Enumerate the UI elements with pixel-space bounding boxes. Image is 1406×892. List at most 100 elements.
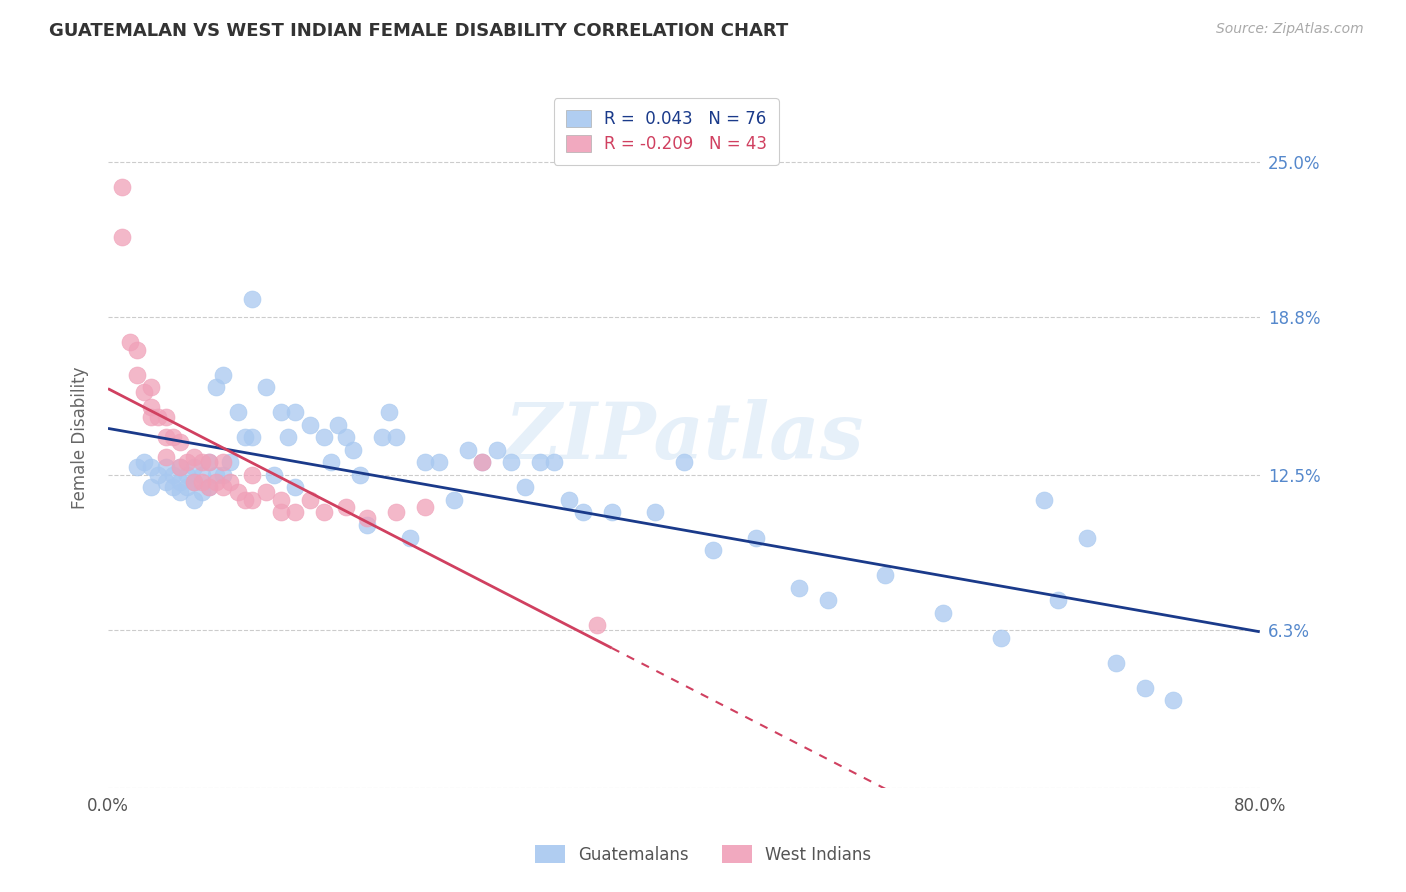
Point [1076, 531, 1098, 545]
Point [443, 492, 465, 507]
Point [342, 442, 364, 457]
Point [1163, 693, 1185, 707]
Point [312, 506, 335, 520]
Point [263, 467, 285, 482]
Point [148, 467, 170, 482]
Point [183, 492, 205, 507]
Point [270, 405, 292, 419]
Point [125, 460, 148, 475]
Point [205, 380, 228, 394]
Point [298, 492, 321, 507]
Point [169, 460, 191, 475]
Point [169, 485, 191, 500]
Point [457, 442, 479, 457]
Point [572, 506, 595, 520]
Point [312, 430, 335, 444]
Point [190, 475, 212, 490]
Point [155, 430, 177, 444]
Point [141, 401, 163, 415]
Point [1133, 681, 1156, 695]
Point [141, 380, 163, 394]
Point [183, 460, 205, 475]
Point [132, 455, 155, 469]
Point [212, 455, 235, 469]
Point [197, 480, 219, 494]
Point [385, 430, 408, 444]
Point [197, 455, 219, 469]
Point [240, 467, 263, 482]
Point [183, 475, 205, 490]
Point [471, 455, 494, 469]
Point [501, 455, 523, 469]
Point [745, 531, 768, 545]
Point [155, 450, 177, 465]
Point [141, 480, 163, 494]
Point [233, 430, 256, 444]
Legend: Guatemalans, West Indians: Guatemalans, West Indians [529, 838, 877, 871]
Point [385, 506, 408, 520]
Point [254, 380, 277, 394]
Point [219, 455, 242, 469]
Point [321, 455, 343, 469]
Point [270, 506, 292, 520]
Point [197, 480, 219, 494]
Point [183, 450, 205, 465]
Point [190, 467, 212, 482]
Legend: R =  0.043   N = 76, R = -0.209   N = 43: R = 0.043 N = 76, R = -0.209 N = 43 [554, 98, 779, 164]
Point [162, 430, 184, 444]
Point [270, 492, 292, 507]
Point [356, 518, 378, 533]
Point [141, 460, 163, 475]
Point [111, 229, 134, 244]
Point [543, 455, 565, 469]
Point [176, 455, 198, 469]
Point [787, 581, 810, 595]
Point [600, 506, 623, 520]
Point [125, 343, 148, 357]
Point [284, 480, 307, 494]
Point [148, 410, 170, 425]
Point [132, 385, 155, 400]
Point [335, 500, 357, 515]
Point [284, 506, 307, 520]
Point [413, 500, 436, 515]
Point [226, 405, 249, 419]
Point [212, 480, 235, 494]
Point [212, 467, 235, 482]
Point [1105, 656, 1128, 670]
Point [233, 492, 256, 507]
Point [932, 606, 955, 620]
Point [162, 480, 184, 494]
Point [557, 492, 579, 507]
Point [515, 480, 537, 494]
Text: GUATEMALAN VS WEST INDIAN FEMALE DISABILITY CORRELATION CHART: GUATEMALAN VS WEST INDIAN FEMALE DISABIL… [49, 22, 789, 40]
Point [471, 455, 494, 469]
Point [190, 455, 212, 469]
Point [586, 618, 609, 632]
Point [1032, 492, 1054, 507]
Point [197, 455, 219, 469]
Point [644, 506, 666, 520]
Point [254, 485, 277, 500]
Point [176, 480, 198, 494]
Point [125, 368, 148, 382]
Point [219, 475, 242, 490]
Point [356, 510, 378, 524]
Point [240, 293, 263, 307]
Point [111, 179, 134, 194]
Point [169, 435, 191, 450]
Point [377, 405, 399, 419]
Point [399, 531, 422, 545]
Point [162, 467, 184, 482]
Point [155, 460, 177, 475]
Point [298, 417, 321, 432]
Point [413, 455, 436, 469]
Point [284, 405, 307, 419]
Point [485, 442, 508, 457]
Point [370, 430, 392, 444]
Point [817, 593, 839, 607]
Point [118, 334, 141, 349]
Point [155, 410, 177, 425]
Point [212, 368, 235, 382]
Point [183, 475, 205, 490]
